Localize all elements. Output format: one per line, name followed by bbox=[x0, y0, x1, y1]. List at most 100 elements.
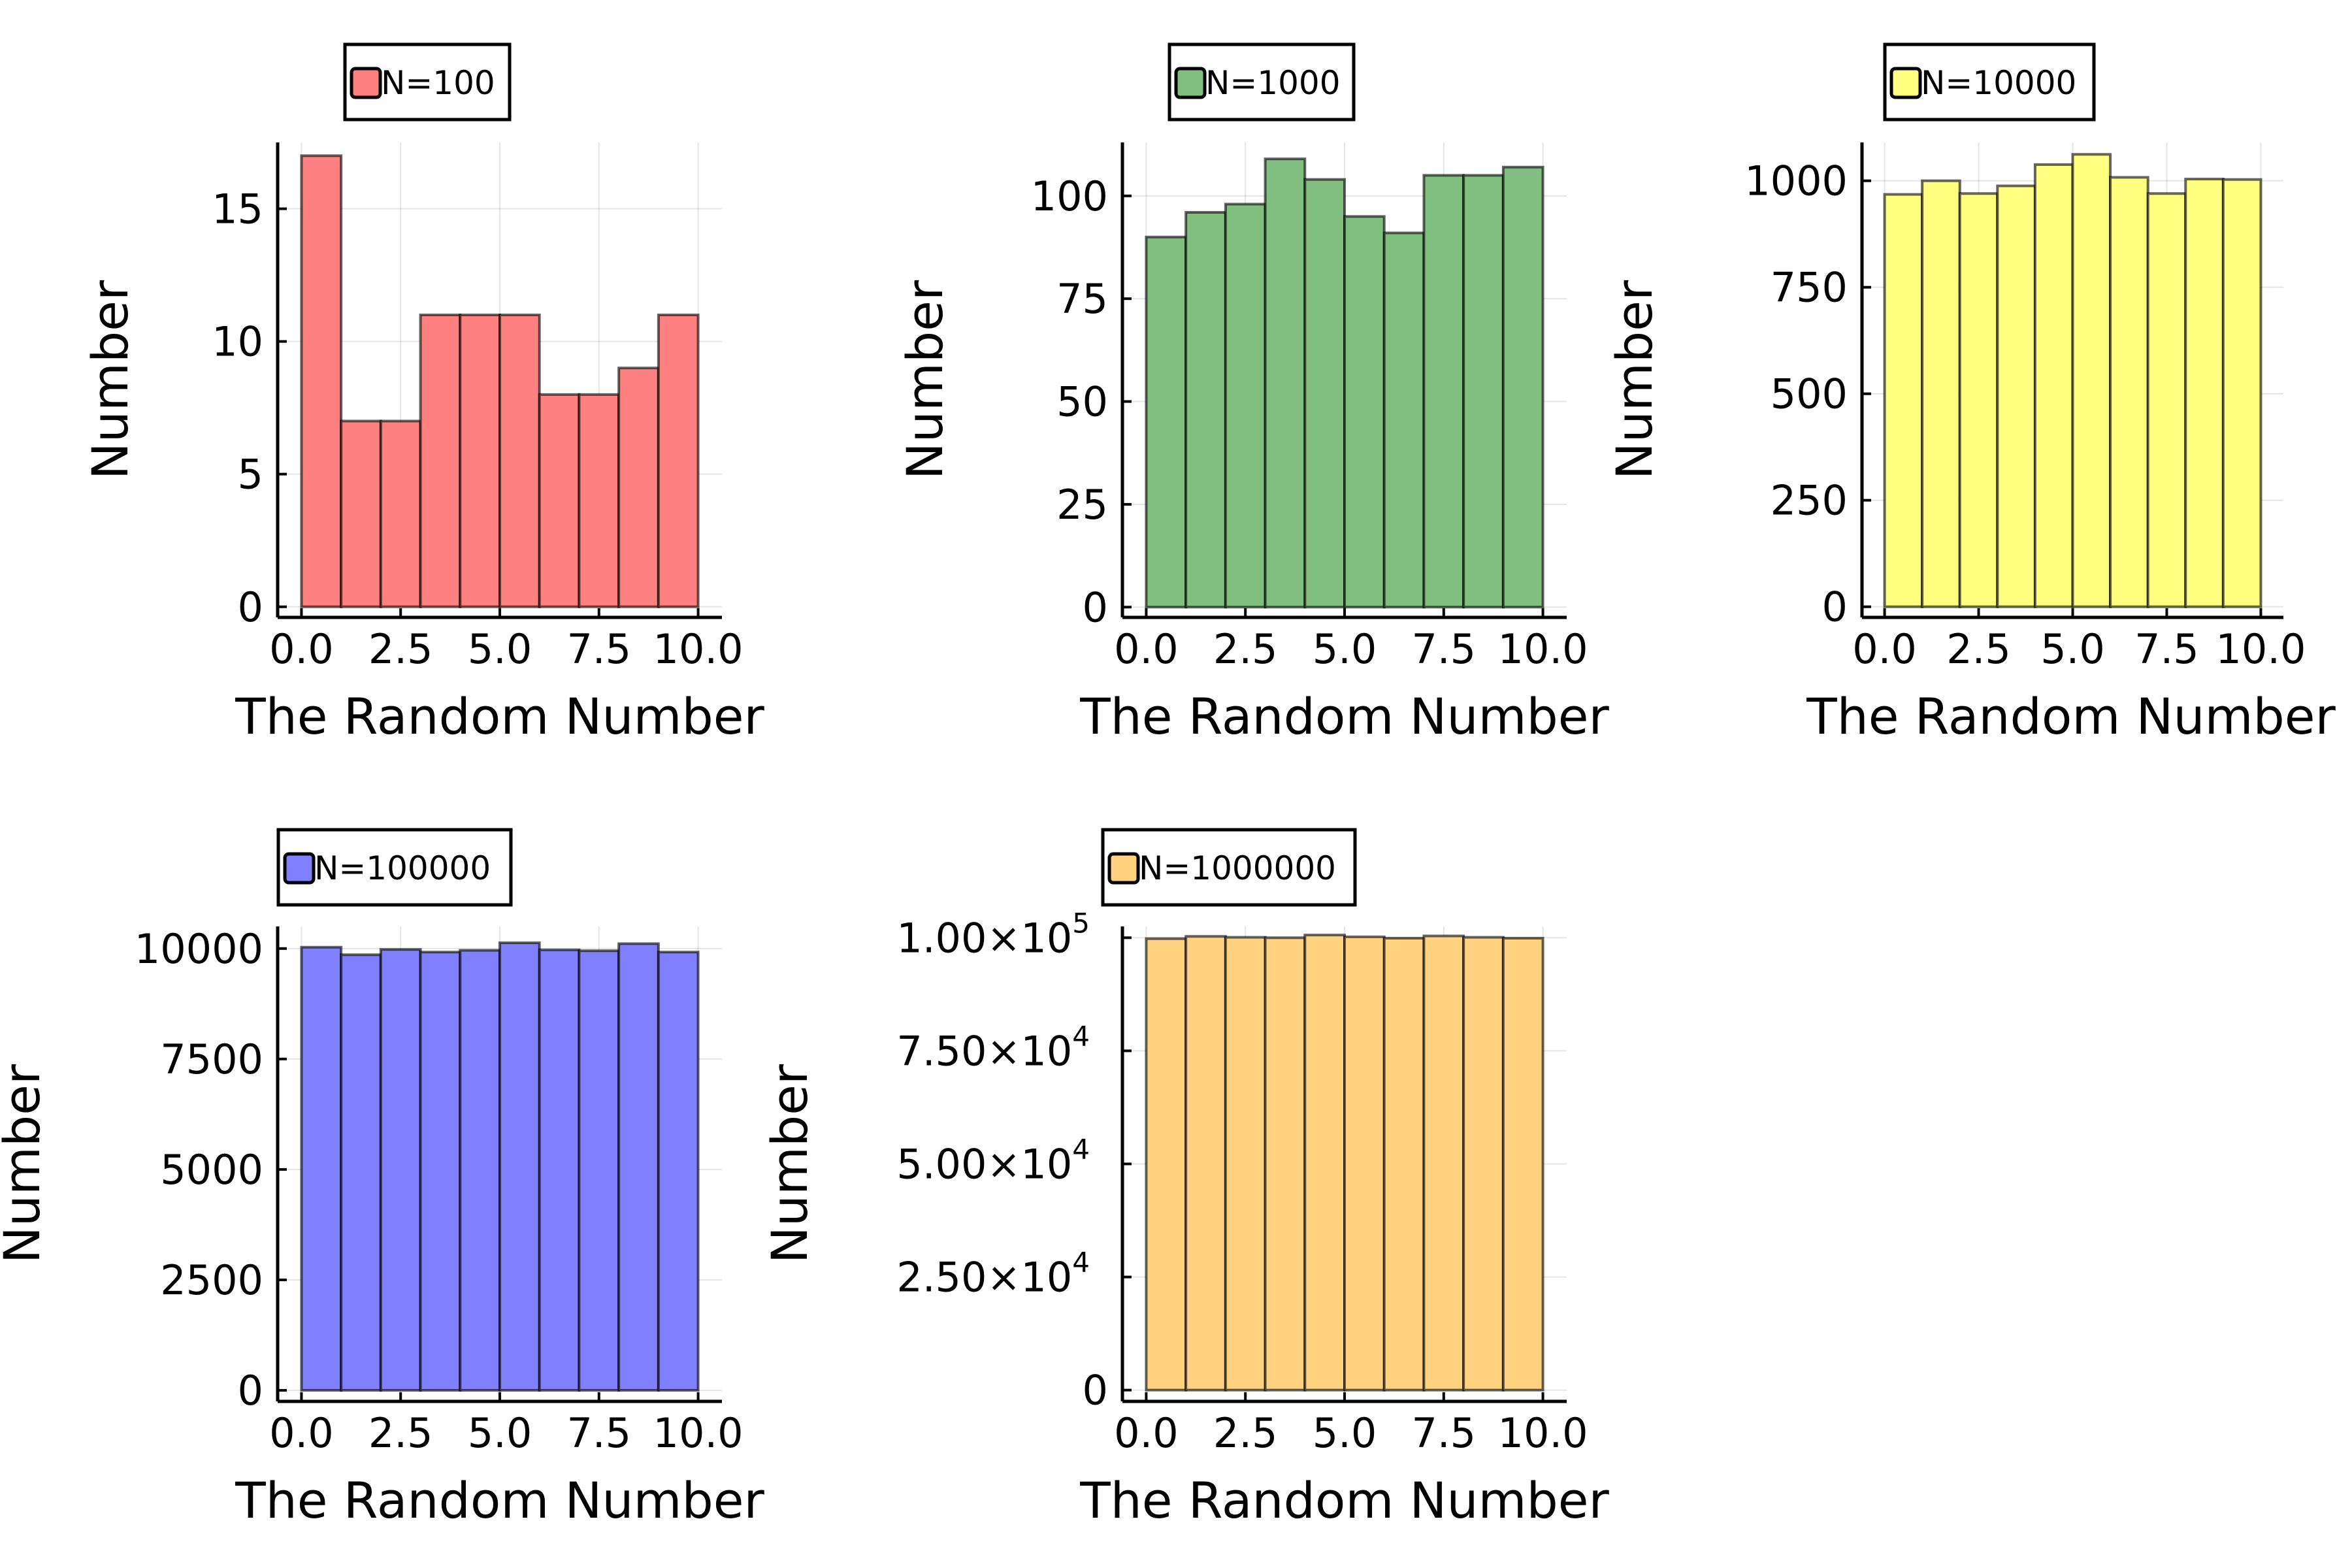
histogram-bar bbox=[1422, 934, 1465, 1392]
y-tick-label: 2.50×104 bbox=[896, 1247, 1090, 1301]
histogram-bar bbox=[657, 313, 700, 608]
histogram-bar bbox=[459, 949, 501, 1392]
histogram-bar bbox=[1303, 934, 1347, 1392]
x-tick-label: 5.0 bbox=[1313, 625, 1377, 673]
y-tick-label: 50 bbox=[1056, 378, 1108, 426]
y-tick-label: 25 bbox=[1056, 481, 1108, 529]
histogram-bar bbox=[1224, 203, 1267, 609]
y-tick-label: 5 bbox=[238, 451, 263, 498]
legend-label: N=10000 bbox=[1921, 64, 2076, 102]
x-tick-label: 10.0 bbox=[653, 1409, 743, 1457]
x-tick-label: 5.0 bbox=[1313, 1409, 1377, 1457]
x-tick-label: 7.5 bbox=[1411, 625, 1476, 673]
x-tick-label: 10.0 bbox=[653, 625, 743, 673]
histogram-bar bbox=[617, 367, 660, 608]
legend-swatch bbox=[283, 852, 316, 885]
histogram-bar bbox=[2109, 176, 2149, 608]
histogram-bar bbox=[1958, 192, 1999, 608]
x-tick-label: 2.5 bbox=[1213, 625, 1278, 673]
histogram-bar bbox=[1996, 184, 2036, 608]
x-tick-label: 2.5 bbox=[368, 625, 433, 673]
histogram-bar bbox=[1264, 157, 1307, 609]
y-tick-label: 5000 bbox=[160, 1146, 263, 1194]
histogram-bar bbox=[578, 393, 621, 608]
y-tick-label: 2500 bbox=[160, 1256, 263, 1304]
x-tick-label: 5.0 bbox=[2040, 625, 2105, 673]
legend-box bbox=[1101, 828, 1357, 907]
histogram-bar bbox=[2071, 153, 2112, 608]
legend: N=1000 bbox=[1168, 42, 1356, 122]
histogram-bar bbox=[538, 393, 581, 608]
histogram-bar bbox=[1501, 937, 1544, 1392]
x-tick-label: 10.0 bbox=[2215, 625, 2306, 673]
histogram-bar bbox=[1883, 193, 1924, 608]
y-tick-label: 15 bbox=[212, 186, 263, 233]
histogram-bar bbox=[2221, 178, 2262, 608]
legend-swatch bbox=[1107, 852, 1140, 885]
histogram-bar bbox=[419, 951, 462, 1392]
histogram-panel-5: 0.0 2.5 5.0 7.5 10.0 0 2.50×104 5.00×104 7.50×10… bbox=[760, 828, 1610, 1529]
legend-swatch bbox=[1174, 67, 1207, 99]
y-tick-label: 750 bbox=[1771, 264, 1848, 312]
histogram-bar bbox=[1343, 935, 1386, 1392]
y-tick-label: 7.50×104 bbox=[896, 1020, 1090, 1075]
y-axis-title: Number bbox=[81, 280, 139, 480]
legend: N=100 bbox=[343, 42, 512, 122]
y-axis-title: Number bbox=[896, 280, 954, 480]
x-tick-label: 0.0 bbox=[269, 625, 334, 673]
x-tick-label: 0.0 bbox=[269, 1409, 334, 1457]
histogram-bar bbox=[1462, 174, 1505, 609]
legend: N=1000000 bbox=[1101, 828, 1357, 907]
x-axis-title: The Random Number bbox=[235, 1471, 764, 1529]
y-tick-label: 75 bbox=[1056, 275, 1108, 323]
x-tick-label: 0.0 bbox=[1852, 625, 1917, 673]
histogram-bar bbox=[498, 313, 541, 608]
histogram-bar bbox=[578, 949, 621, 1392]
histogram-panel-2: 0.0 2.5 5.0 7.5 10.0 0 25 50 75 100 The Random Num… bbox=[896, 42, 1610, 745]
histogram-panel-3: 0.0 2.5 5.0 7.5 10.0 0 250 500 750 1000 The Random… bbox=[1605, 42, 2336, 745]
histogram-bar bbox=[1145, 937, 1188, 1392]
x-tick-label: 7.5 bbox=[566, 1409, 631, 1457]
histogram-bar bbox=[2184, 178, 2225, 608]
legend-label: N=100000 bbox=[314, 849, 491, 887]
x-tick-label: 10.0 bbox=[1498, 1409, 1588, 1457]
y-tick-label: 250 bbox=[1771, 477, 1848, 525]
legend-box bbox=[276, 828, 513, 907]
x-axis-title: The Random Number bbox=[1079, 1471, 1609, 1529]
histogram-bar bbox=[340, 419, 382, 608]
histogram-bar bbox=[340, 953, 382, 1392]
y-tick-label: 0 bbox=[238, 1367, 263, 1414]
y-tick-label: 500 bbox=[1771, 370, 1848, 418]
histogram-bar bbox=[1382, 937, 1426, 1392]
y-tick-label: 0 bbox=[238, 583, 263, 631]
histogram-bar bbox=[1422, 174, 1465, 609]
y-tick-label: 0 bbox=[1822, 583, 1848, 631]
histogram-panel-4: 0.0 2.5 5.0 7.5 10.0 0 2500 5000 7500 10000 The Ra… bbox=[0, 828, 765, 1529]
y-tick-label: 5.00×104 bbox=[896, 1134, 1090, 1188]
histogram-bar bbox=[657, 951, 700, 1392]
y-axis-title: Number bbox=[0, 1064, 51, 1264]
legend: N=100000 bbox=[276, 828, 513, 907]
histogram-bar bbox=[1303, 178, 1347, 609]
y-axis-title: Number bbox=[1605, 280, 1663, 480]
x-tick-label: 5.0 bbox=[468, 625, 532, 673]
histogram-bar bbox=[419, 313, 462, 608]
x-tick-label: 2.5 bbox=[1946, 625, 2011, 673]
x-tick-label: 0.0 bbox=[1114, 625, 1179, 673]
histogram-bar bbox=[1264, 936, 1307, 1392]
y-tick-label: 10 bbox=[212, 318, 263, 366]
x-axis-title: The Random Number bbox=[1806, 687, 2336, 745]
histogram-panel-1: 0.0 2.5 5.0 7.5 10.0 0 5 10 15 The Random Number N… bbox=[81, 42, 765, 745]
histogram-bar bbox=[1145, 235, 1188, 609]
y-tick-label: 1.00×105 bbox=[896, 907, 1090, 962]
y-tick-label: 100 bbox=[1031, 172, 1108, 220]
histogram-bar bbox=[1462, 936, 1505, 1392]
x-tick-label: 5.0 bbox=[468, 1409, 532, 1457]
x-tick-label: 7.5 bbox=[1411, 1409, 1476, 1457]
x-tick-label: 2.5 bbox=[1213, 1409, 1278, 1457]
histogram-bar bbox=[1501, 165, 1544, 609]
x-axis-title: The Random Number bbox=[1079, 687, 1609, 745]
x-tick-label: 10.0 bbox=[1498, 625, 1588, 673]
histogram-bar bbox=[300, 154, 343, 608]
